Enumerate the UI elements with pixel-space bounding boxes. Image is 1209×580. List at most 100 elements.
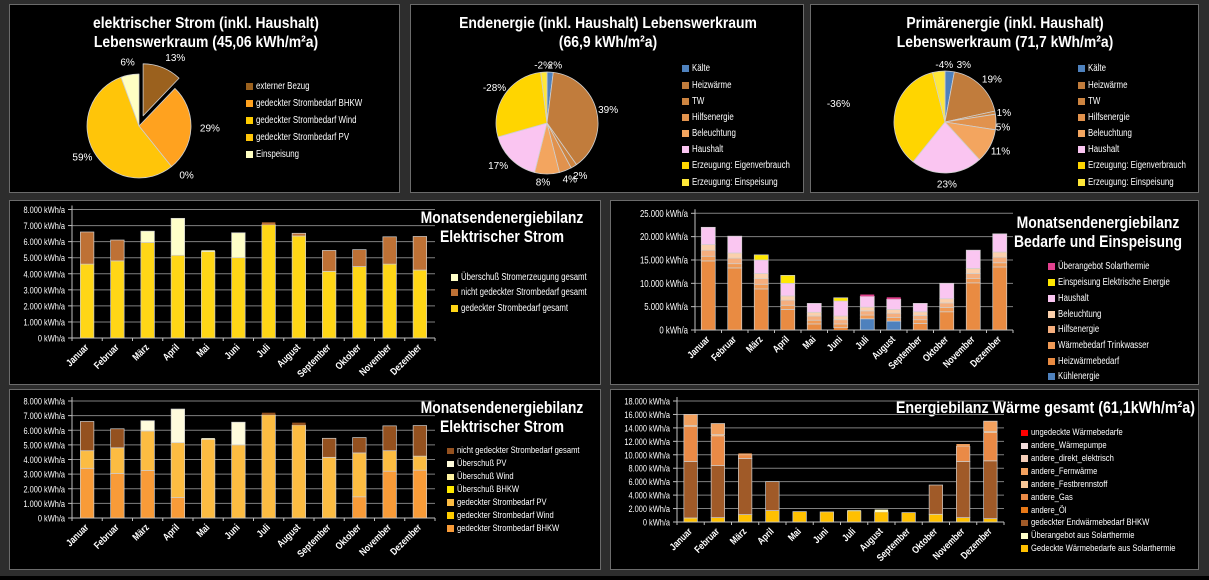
bar-segment (711, 434, 725, 436)
month-label: Mai (800, 334, 817, 351)
bar-segment (322, 456, 337, 519)
y-axis-label: 6.000 kWh/a (23, 425, 65, 436)
legend-swatch (1048, 357, 1055, 365)
month-label: Mai (786, 526, 803, 543)
month-label: März (744, 334, 765, 355)
legend-item: Überschuß Wind (447, 470, 527, 483)
legend-swatch (1078, 81, 1085, 89)
bar-segment (983, 460, 998, 519)
legend-swatch (1021, 545, 1028, 552)
legend-label: Heizwärme (1088, 79, 1128, 91)
legend-swatch (246, 99, 253, 107)
chart-title: Energiebilanz Wärme gesamt (61,1kWh/m²a) (691, 398, 1195, 417)
y-axis-label: 18.000 kWh/a (624, 396, 670, 407)
legend-swatch (1048, 373, 1055, 381)
bar-segment (847, 510, 861, 511)
bar-segment (859, 306, 875, 312)
legend-swatch (246, 150, 253, 158)
legend-label: Einspeisung (256, 148, 300, 160)
month-label: April (770, 334, 791, 355)
bar-segment (860, 294, 875, 297)
pie-slice (893, 72, 946, 163)
bar-segment (710, 517, 725, 523)
pie-percent-label: 11% (991, 146, 1010, 157)
legend-label: gedeckter Strombedarf gesamt (461, 302, 569, 314)
bar-segment (231, 257, 246, 339)
legend-label: Erzeugung: Einspeisung (692, 176, 778, 188)
legend-swatch (1021, 429, 1028, 437)
pie-slice (86, 76, 172, 179)
legend-item: gedeckter Endwärmebedarf BHKW (1021, 517, 1178, 530)
legend-swatch (1048, 326, 1055, 334)
legend-label: Überschuß Wind (456, 471, 514, 483)
legend-label: Überschuß BHKW (456, 484, 519, 496)
pie-slice (932, 70, 946, 123)
bar-segment (727, 263, 743, 269)
panel-bar-strom-gesamt: Monatsendenergiebilanz Elektrischer Stro… (9, 200, 601, 385)
bar-segment (792, 511, 807, 523)
legend-label: Heizwärmebedarf (1058, 355, 1120, 367)
legend-item: ungedeckte Wärmebedarfe (1021, 427, 1145, 440)
legend-label: Kühlenergie (1058, 371, 1100, 383)
legend-item: andere_Öl (1021, 504, 1075, 517)
bar-segment (231, 444, 246, 519)
y-axis-label: 0 kWh/a (659, 325, 688, 336)
pie-percent-label: 23% (937, 180, 957, 191)
legend-label: Gedeckte Wärmebedarfe aus Solarthermie (1030, 543, 1175, 555)
month-label: April (161, 522, 182, 543)
bar-segment (738, 453, 752, 455)
legend-label: andere_Fernwärme (1030, 466, 1097, 478)
bar-segment (322, 270, 337, 339)
pie-chart-endenergie: 2%39%2%4%8%17%-28%-2% (483, 61, 618, 189)
bar-segment (231, 421, 246, 446)
bar-segment (291, 232, 306, 237)
legend-item: TW (1078, 93, 1104, 109)
legend-swatch (1078, 113, 1085, 121)
bar-segment (231, 232, 246, 259)
legend-item: nicht gedeckter Strombedarf gesamt (447, 445, 610, 458)
legend-item: gedeckter Strombedarf gesamt (451, 300, 598, 316)
bar-segment (965, 268, 981, 274)
bar-segment (170, 254, 185, 339)
pie-percent-label: 0% (179, 170, 194, 181)
bar-segment (780, 299, 796, 306)
legend-item: gedeckter Strombedarf BHKW (447, 522, 584, 535)
bar-segment (886, 312, 902, 318)
month-label: November (357, 342, 393, 378)
bar-segment (170, 497, 185, 519)
y-axis-label: 5.000 kWh/a (644, 301, 688, 312)
month-label: August (275, 522, 303, 550)
legend-label: Überschuß Stromerzeugung gesamt (461, 271, 587, 283)
legend-label: gedeckter Strombedarf BHKW (256, 97, 363, 109)
legend-label: Kälte (692, 63, 711, 75)
chart-title: Monatsendenergiebilanz Elektrischer Stro… (256, 398, 748, 436)
month-label: Januar (64, 342, 91, 369)
legend-item: Überschuß Stromerzeugung gesamt (451, 269, 622, 285)
legend-item: Hilfsenergie (682, 109, 745, 125)
bar-segment (738, 458, 753, 515)
y-axis-label: 25.000 kWh/a (640, 208, 688, 219)
bar-segment (382, 425, 397, 452)
panel-bar-bedarfe-einspeisung: Monatsendenergiebilanz Bedarfe und Einsp… (610, 200, 1199, 385)
legend-item: gedeckter Strombedarf PV (447, 496, 568, 509)
month-label: April (161, 342, 182, 363)
bar-segment (683, 461, 698, 519)
bar-segment (80, 231, 95, 265)
pie-percent-label: -2% (534, 61, 552, 72)
bar-segment (710, 465, 725, 518)
legend-swatch (451, 289, 458, 296)
bar-segment (201, 438, 216, 519)
legend-item: Beleuchtung (682, 126, 748, 142)
y-axis-label: 0 kWh/a (38, 513, 65, 524)
bar-segment (382, 236, 397, 265)
legend-item: Hilfsenergie (1078, 109, 1141, 125)
month-label: Juni (222, 342, 242, 362)
bar-segment (382, 450, 397, 472)
legend-swatch (246, 133, 253, 141)
legend-label: gedeckter Strombedarf Wind (256, 114, 357, 126)
bar-segment (806, 303, 822, 313)
legend-label: Überangebot Solarthermie (1058, 261, 1150, 273)
legend-swatch (1021, 442, 1028, 450)
y-axis-label: 16.000 kWh/a (624, 409, 670, 420)
legend-label: Beleuchtung (1088, 128, 1132, 140)
